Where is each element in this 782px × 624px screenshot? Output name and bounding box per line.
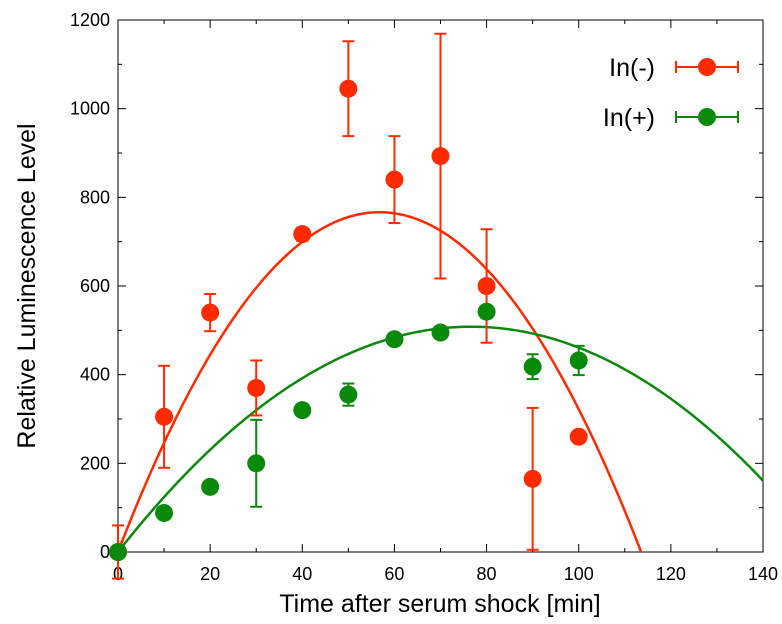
y-tick-label: 0: [100, 542, 110, 562]
x-tick-label: 140: [748, 564, 778, 584]
data-points: [109, 32, 588, 580]
data-point: [431, 323, 450, 342]
y-tick-label: 1200: [70, 10, 110, 30]
tick-labels: 020406080100120140020040060080010001200: [70, 10, 778, 584]
data-point: [201, 477, 220, 496]
data-point: [155, 503, 174, 522]
data-point: [247, 378, 266, 397]
data-point: [155, 407, 174, 426]
data-point: [293, 225, 312, 244]
data-point: [247, 454, 266, 473]
fit-curve-0: [118, 210, 643, 552]
y-axis-label: Relative Luminescence Level: [13, 123, 41, 448]
legend-label: In(-): [609, 54, 655, 82]
y-tick-label: 400: [80, 365, 110, 385]
y-tick-label: 200: [80, 453, 110, 473]
data-point: [569, 427, 588, 446]
legend-marker: [698, 108, 716, 126]
x-tick-label: 20: [200, 564, 220, 584]
x-axis-label: Time after serum shock [min]: [279, 590, 600, 618]
data-point: [339, 385, 358, 404]
axis-ticks: [117, 19, 764, 553]
legend-marker: [698, 58, 716, 76]
x-tick-label: 40: [292, 564, 312, 584]
x-tick-label: 60: [384, 564, 404, 584]
data-point: [109, 543, 127, 561]
data-point: [523, 357, 542, 376]
data-point: [339, 79, 358, 98]
data-point: [431, 147, 450, 166]
y-tick-label: 800: [80, 187, 110, 207]
y-tick-label: 1000: [70, 99, 110, 119]
legend: In(-) In(+): [603, 54, 739, 132]
y-tick-label: 600: [80, 276, 110, 296]
fit-curve-1: [118, 325, 763, 552]
data-point: [569, 351, 588, 370]
data-point: [477, 277, 496, 295]
data-point: [385, 170, 404, 189]
data-point: [523, 469, 542, 488]
x-tick-label: 80: [477, 564, 497, 584]
data-point: [201, 303, 220, 322]
x-tick-label: 120: [656, 564, 686, 584]
legend-label: In(+): [603, 104, 655, 132]
data-point: [385, 330, 404, 349]
x-tick-label: 100: [564, 564, 594, 584]
data-point: [477, 302, 496, 321]
data-point: [293, 401, 312, 420]
